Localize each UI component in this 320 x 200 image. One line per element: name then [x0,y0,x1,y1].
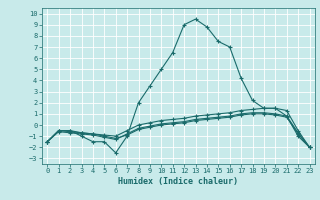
X-axis label: Humidex (Indice chaleur): Humidex (Indice chaleur) [118,177,238,186]
